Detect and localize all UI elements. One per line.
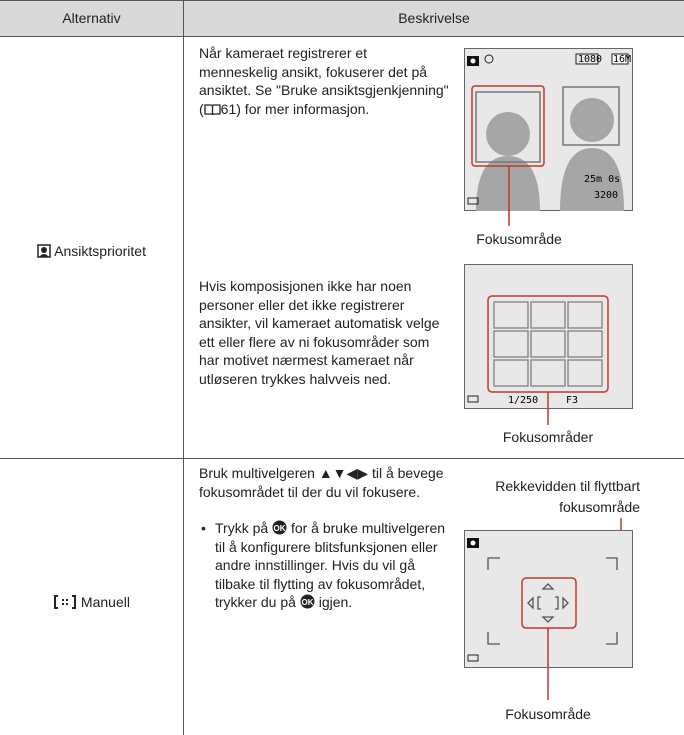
face-icon	[37, 244, 51, 258]
header-cell: Beskrivelse	[398, 10, 470, 26]
text: Trykk på	[215, 520, 269, 536]
bullet-mark: •	[201, 520, 206, 536]
row-divider	[0, 458, 684, 459]
text: igjen.	[318, 594, 353, 610]
ok-icon: OK	[300, 594, 315, 609]
page-ref: 61	[220, 100, 237, 117]
bullet-text: Trykk på OK for å bruke multivelgeren ti…	[215, 519, 455, 612]
caption: Fokusområde	[476, 231, 562, 247]
screen-grid: 1/250 F3	[464, 264, 633, 425]
svg-text:OK: OK	[301, 598, 313, 607]
description: Bruk multivelgeren ▲▼◀▶ til å bevege fok…	[199, 465, 444, 500]
screen-text: 3200	[594, 190, 618, 201]
screen-text: F3	[566, 395, 578, 406]
screen-text: 1/250	[508, 395, 538, 406]
option-label: Manuell	[80, 594, 130, 610]
option-cell: Manuell	[0, 594, 183, 610]
caption: Fokusområde	[505, 706, 591, 722]
book-icon	[204, 103, 221, 115]
screen-manual	[464, 518, 633, 700]
description: Hvis komposisjonen ikke har noen persone…	[199, 278, 440, 387]
image-label: Rekkevidden til flyttbart fokusområde	[495, 478, 640, 515]
text: Når kameraet registrerer et menneskelig …	[199, 45, 449, 117]
ok-icon: OK	[272, 520, 287, 535]
option-label: Ansiktsprioritet	[54, 243, 146, 259]
header-bg	[0, 0, 684, 37]
manual-icon	[54, 595, 77, 609]
screen-text: 25m 0s	[584, 174, 620, 185]
option-cell: Ansiktsprioritet	[0, 243, 183, 259]
screen-text: 1080	[578, 54, 602, 65]
header-cell: Alternativ	[62, 10, 121, 26]
description: Når kameraet registrerer et menneskelig …	[199, 44, 449, 118]
caption: Fokusområder	[502, 429, 594, 445]
svg-text:OK: OK	[274, 524, 286, 533]
column-divider	[183, 0, 184, 735]
screen-face: 1080 16M 25m 0s 3200	[464, 48, 633, 226]
text: for å bruke multivelgeren til å konfigur…	[215, 520, 446, 610]
text: ) for mer informasjon.	[236, 100, 370, 117]
screen-text: 16M	[613, 54, 631, 65]
